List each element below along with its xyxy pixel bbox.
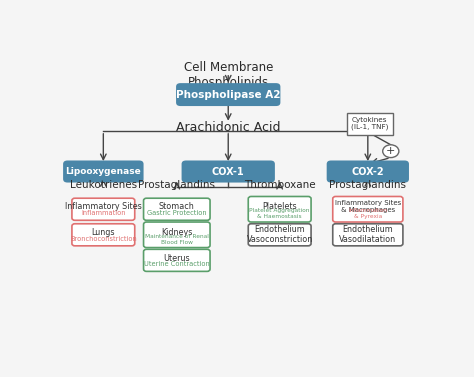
- Text: Inflammatory Sites: Inflammatory Sites: [65, 202, 142, 211]
- Circle shape: [383, 145, 399, 158]
- Text: Endothelium
Vasoconstriction: Endothelium Vasoconstriction: [246, 225, 313, 245]
- Text: Endothelium
Vasodilatation: Endothelium Vasodilatation: [339, 225, 396, 245]
- FancyBboxPatch shape: [327, 161, 409, 182]
- Text: COX-2: COX-2: [352, 167, 384, 176]
- FancyBboxPatch shape: [72, 198, 135, 220]
- Text: COX-1: COX-1: [212, 167, 245, 176]
- Text: Maintenance of Renal
Blood Flow: Maintenance of Renal Blood Flow: [145, 234, 209, 245]
- Text: Inflammation
& Pyrexia: Inflammation & Pyrexia: [348, 208, 387, 219]
- Text: Prostaglandins: Prostaglandins: [329, 179, 406, 190]
- FancyBboxPatch shape: [248, 224, 311, 246]
- FancyBboxPatch shape: [182, 161, 275, 182]
- FancyBboxPatch shape: [333, 224, 403, 246]
- Text: Platelet Aggregation
& Haemostasis: Platelet Aggregation & Haemostasis: [249, 208, 310, 219]
- FancyBboxPatch shape: [144, 198, 210, 220]
- FancyBboxPatch shape: [63, 161, 144, 182]
- Text: Gastric Protection: Gastric Protection: [147, 210, 207, 216]
- FancyBboxPatch shape: [248, 196, 311, 222]
- Text: Uterus: Uterus: [164, 254, 190, 263]
- Text: Inflammatory Sites
& Macrophages: Inflammatory Sites & Macrophages: [335, 200, 401, 213]
- FancyBboxPatch shape: [72, 224, 135, 246]
- Text: Inflammation: Inflammation: [81, 210, 126, 216]
- Text: Cytokines
(IL-1, TNF): Cytokines (IL-1, TNF): [351, 117, 388, 130]
- Text: Phospholipase A2: Phospholipase A2: [176, 90, 281, 100]
- FancyBboxPatch shape: [144, 222, 210, 248]
- Text: Lipooxygenase: Lipooxygenase: [65, 167, 141, 176]
- Text: Bronchoconstriction: Bronchoconstriction: [70, 236, 137, 242]
- FancyBboxPatch shape: [346, 113, 392, 135]
- Text: Platelets: Platelets: [262, 202, 297, 211]
- Text: Uterine Contraction: Uterine Contraction: [144, 261, 210, 267]
- FancyBboxPatch shape: [333, 196, 403, 222]
- Text: Cell Membrane
Phospholipids: Cell Membrane Phospholipids: [183, 61, 273, 89]
- Text: Leukotrienes: Leukotrienes: [70, 179, 137, 190]
- Text: Arachidonic Acid: Arachidonic Acid: [176, 121, 281, 135]
- Text: +: +: [386, 146, 395, 156]
- Text: Thromboxane: Thromboxane: [244, 179, 316, 190]
- FancyBboxPatch shape: [144, 249, 210, 271]
- Text: Stomach: Stomach: [159, 202, 195, 211]
- Text: Prostaglandins: Prostaglandins: [138, 179, 215, 190]
- Text: Kidneys: Kidneys: [161, 228, 192, 237]
- Text: Lungs: Lungs: [91, 228, 115, 237]
- FancyBboxPatch shape: [176, 83, 281, 106]
